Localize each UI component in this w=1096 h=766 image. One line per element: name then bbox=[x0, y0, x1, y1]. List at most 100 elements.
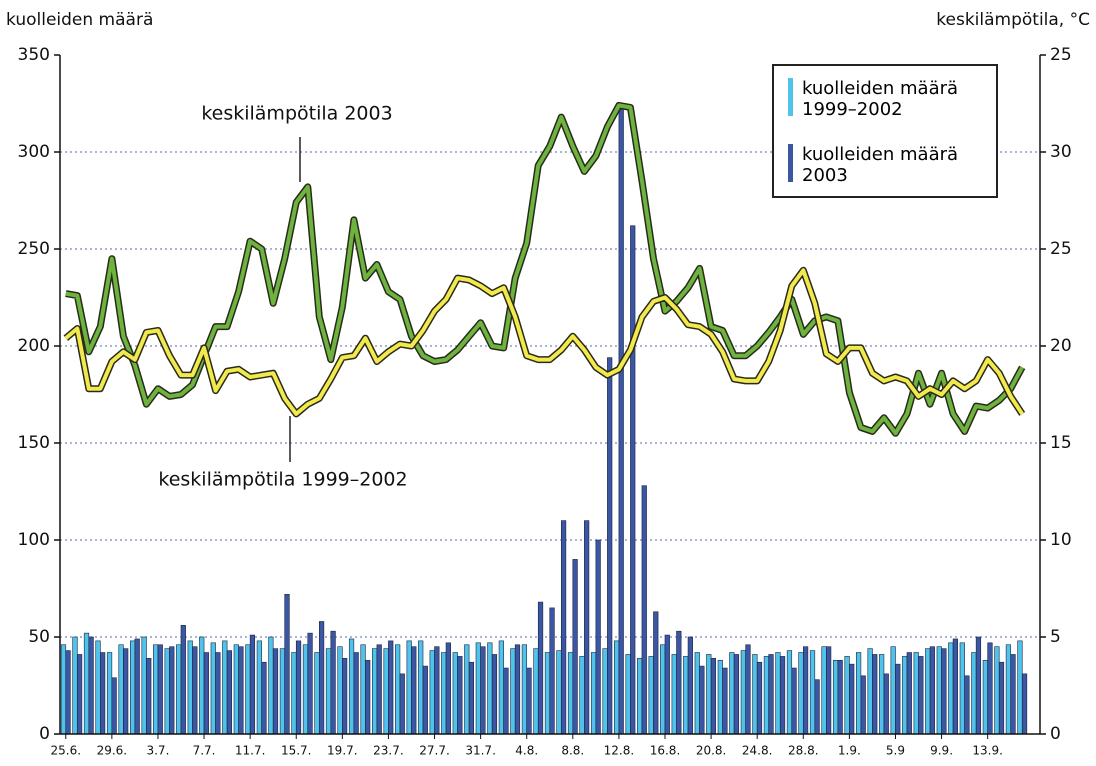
bar bbox=[434, 646, 440, 735]
x-tick-label: 25.6. bbox=[50, 744, 81, 758]
bar bbox=[860, 675, 866, 735]
legend-swatch bbox=[788, 144, 793, 182]
bar bbox=[226, 650, 233, 735]
x-tick-label: 12.8. bbox=[604, 744, 635, 758]
bar bbox=[630, 225, 636, 735]
annotation: keskilämpötila 2003 bbox=[201, 103, 392, 125]
bar bbox=[537, 601, 544, 735]
bar bbox=[699, 665, 705, 735]
bar bbox=[671, 654, 677, 735]
bars bbox=[60, 107, 1028, 735]
x-tick-label: 16.8. bbox=[650, 744, 681, 758]
bar bbox=[238, 646, 244, 735]
bar bbox=[683, 656, 689, 735]
bar bbox=[572, 559, 578, 735]
bar bbox=[445, 642, 451, 735]
bar bbox=[491, 654, 498, 735]
bar bbox=[660, 644, 666, 735]
bar bbox=[791, 667, 797, 735]
bar bbox=[590, 652, 597, 735]
bar bbox=[371, 648, 378, 735]
x-tick-label: 24.8. bbox=[742, 744, 773, 758]
bar bbox=[441, 652, 447, 735]
bar bbox=[625, 654, 631, 735]
x-tick-label: 27.7. bbox=[419, 744, 450, 758]
x-tick-label: 19.7. bbox=[327, 744, 358, 758]
bar bbox=[129, 640, 136, 735]
bar bbox=[418, 640, 424, 735]
bar bbox=[994, 646, 1000, 735]
bar bbox=[779, 656, 786, 735]
bar bbox=[60, 644, 67, 735]
x-tick-label: 31.7. bbox=[465, 744, 496, 758]
bar bbox=[929, 646, 935, 735]
bar bbox=[106, 652, 113, 735]
x-tick-label: 3.7. bbox=[146, 744, 169, 758]
axes bbox=[59, 55, 1041, 735]
bar bbox=[1021, 673, 1028, 735]
bar bbox=[169, 646, 175, 735]
bar bbox=[348, 638, 355, 735]
bar bbox=[487, 642, 493, 735]
bar bbox=[291, 652, 297, 735]
line bbox=[64, 268, 1024, 416]
bar bbox=[729, 652, 735, 735]
bar bbox=[95, 640, 101, 735]
bar bbox=[982, 659, 988, 735]
x-tick-label: 13.9. bbox=[972, 744, 1003, 758]
bar bbox=[936, 646, 942, 735]
bar bbox=[879, 654, 885, 735]
bar bbox=[203, 652, 209, 735]
y2-axis-title: keskilämpötila, °C bbox=[936, 10, 1090, 30]
bar bbox=[872, 654, 878, 735]
bar bbox=[855, 652, 862, 735]
bar bbox=[395, 644, 401, 735]
legend-label: kuolleiden määrä 2003 bbox=[802, 144, 959, 186]
bar bbox=[768, 654, 774, 735]
bar bbox=[480, 646, 486, 735]
bar bbox=[883, 673, 889, 735]
x-tick-label: 29.6. bbox=[97, 744, 128, 758]
bar bbox=[187, 640, 193, 735]
bar bbox=[342, 658, 348, 735]
y2-tick-label: 5 bbox=[1050, 627, 1061, 647]
bar bbox=[353, 652, 359, 735]
y-tick-label: 100 bbox=[18, 530, 50, 550]
bar bbox=[249, 634, 256, 735]
bar bbox=[222, 640, 228, 735]
bar bbox=[468, 661, 475, 735]
bar bbox=[330, 630, 336, 735]
bar bbox=[722, 667, 728, 735]
bar bbox=[902, 656, 908, 735]
x-tick-label: 23.7. bbox=[373, 744, 404, 758]
bar bbox=[971, 652, 977, 735]
bar bbox=[411, 646, 417, 735]
bar bbox=[388, 640, 394, 735]
x-tick-label: 1.9. bbox=[838, 744, 861, 758]
bar bbox=[952, 638, 959, 735]
bar bbox=[798, 652, 804, 735]
bar bbox=[752, 654, 758, 735]
x-tick-label: 11.7. bbox=[235, 744, 266, 758]
bar bbox=[510, 648, 516, 735]
bar bbox=[318, 621, 325, 735]
y2-tick-label: 30 bbox=[1050, 142, 1072, 162]
bar bbox=[157, 644, 163, 735]
bar bbox=[802, 646, 809, 735]
bar bbox=[786, 650, 793, 735]
y-tick-label: 50 bbox=[28, 627, 50, 647]
bar bbox=[998, 661, 1005, 735]
bar bbox=[544, 652, 551, 735]
bar bbox=[826, 646, 832, 735]
bar bbox=[560, 520, 567, 735]
bar bbox=[745, 644, 751, 735]
bar bbox=[653, 611, 659, 735]
bar bbox=[261, 661, 267, 735]
bar bbox=[584, 520, 590, 735]
y-tick-label: 0 bbox=[39, 724, 50, 744]
bar bbox=[65, 650, 71, 735]
bar bbox=[245, 644, 251, 735]
bar bbox=[464, 644, 470, 735]
bar bbox=[210, 642, 216, 735]
bar bbox=[284, 594, 290, 735]
